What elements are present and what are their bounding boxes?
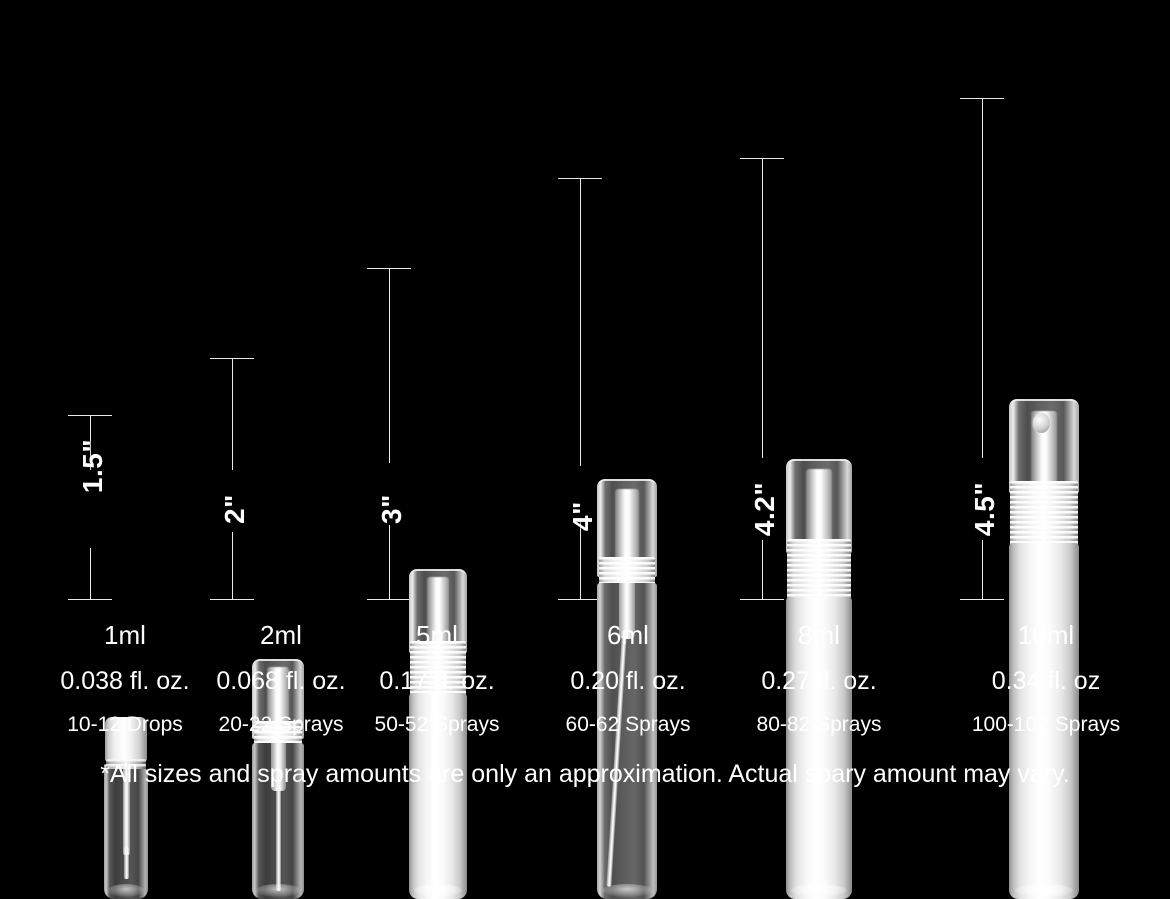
dimension-line-5ml	[367, 268, 411, 600]
fluid-ounce-label: 0.17 fl. oz.	[379, 667, 495, 695]
dimension-tick-bottom	[558, 599, 602, 600]
pump-stem-2ml	[271, 743, 286, 791]
dimension-label-5ml: 3"	[376, 494, 407, 524]
capacity-label: 60-62 Sprays	[565, 713, 691, 736]
bottle-8ml	[786, 459, 852, 899]
capacity-label: 50-52 Sprays	[374, 713, 500, 736]
dimension-label-10ml: 4.5"	[969, 481, 1000, 537]
fluid-ounce-label: 0.27 fl. oz.	[761, 667, 877, 695]
volume-label: 10ml	[1017, 620, 1075, 650]
dimension-label-gap	[579, 466, 582, 518]
dimension-label-gap	[89, 470, 92, 548]
dimension-tick-top	[740, 158, 784, 159]
dimension-label-8ml: 4.2"	[749, 481, 780, 537]
spray-nozzle-icon	[1033, 413, 1050, 433]
bottle-10ml	[1009, 399, 1079, 899]
pump-actuator-2ml	[267, 667, 289, 733]
bottle-1ml	[104, 717, 148, 899]
bottle-body-5ml	[409, 693, 467, 899]
applicator-tip-1ml	[124, 847, 129, 879]
capacity-label: 20-22 Sprays	[218, 713, 344, 736]
dimension-label-1ml: 1.5"	[77, 438, 108, 494]
bottle-body-8ml	[786, 597, 852, 899]
label-block-5ml: 5ml 0.17 fl. oz. 50-52 Sprays	[375, 620, 500, 737]
dimension-line-10ml	[960, 98, 1004, 600]
dimension-label-6ml: 4"	[567, 501, 598, 531]
fluid-ounce-label: 0.038 fl. oz.	[60, 667, 190, 695]
pump-actuator-5ml	[427, 577, 449, 649]
dimension-line-6ml	[558, 178, 602, 600]
dimension-tick-bottom	[740, 599, 784, 600]
bottle-5ml	[409, 569, 467, 899]
volume-label: 8ml	[798, 620, 840, 650]
bottle-6ml	[597, 479, 657, 899]
bottle-base-highlight	[1014, 884, 1074, 897]
volume-label: 5ml	[416, 620, 458, 650]
bottle-cap-1ml	[105, 717, 147, 761]
dimension-label-gap	[388, 463, 391, 525]
fluid-ounce-label: 0.068 fl. oz.	[216, 667, 346, 695]
bottle-base-highlight	[107, 884, 145, 897]
dimension-tick-top	[210, 358, 254, 359]
fluid-ounce-label: 0.20 fl. oz.	[570, 667, 686, 695]
dimension-tick-bottom	[367, 599, 411, 600]
capacity-label: 10-12 Drops	[67, 713, 183, 736]
label-block-10ml: 10ml 0.34 fl. oz 100-102 Sprays	[972, 620, 1120, 737]
dimension-line-8ml	[740, 158, 784, 600]
pump-actuator-8ml	[806, 469, 832, 547]
dip-tube-2ml	[276, 785, 281, 891]
bottle-collar-5ml	[410, 641, 466, 697]
capacity-label: 100-102 Sprays	[971, 713, 1121, 736]
pump-stem-6ml	[619, 583, 635, 639]
volume-label: 6ml	[607, 620, 649, 650]
bottle-base-highlight	[413, 884, 463, 897]
dimension-label-2ml: 2"	[219, 494, 250, 524]
label-block-8ml: 8ml 0.27 fl. oz. 80-82 Sprays	[757, 620, 882, 737]
dimension-tick-top	[367, 268, 411, 269]
capacity-label: 80-82 Sprays	[756, 713, 882, 736]
dimension-tick-top	[960, 98, 1004, 99]
dimension-tick-top	[68, 415, 112, 416]
bottle-2ml	[252, 659, 304, 899]
bottle-collar-10ml	[1010, 481, 1078, 547]
footnote-disclaimer: *All sizes and spray amounts are only an…	[100, 760, 1070, 788]
bottle-collar-8ml	[787, 539, 851, 601]
volume-label: 2ml	[260, 620, 302, 650]
label-block-6ml: 6ml 0.20 fl. oz. 60-62 Sprays	[566, 620, 691, 737]
bottle-collar-6ml	[599, 557, 655, 587]
dimension-label-gap	[761, 458, 764, 540]
bottle-base-highlight	[601, 884, 653, 897]
fluid-ounce-label: 0.34 fl. oz	[991, 667, 1101, 695]
volume-label: 1ml	[104, 620, 146, 650]
dimension-tick-top	[558, 178, 602, 179]
dimension-line-2ml	[210, 358, 254, 600]
dimension-tick-bottom	[210, 599, 254, 600]
bottle-collar-2ml	[254, 721, 302, 745]
dimension-label-gap	[231, 470, 234, 532]
dimension-label-gap	[981, 458, 984, 540]
bottle-base-highlight	[791, 884, 847, 897]
label-block-2ml: 2ml 0.068 fl. oz. 20-22 Sprays	[216, 620, 345, 737]
dimension-tick-bottom	[68, 599, 112, 600]
applicator-wand-1ml	[123, 763, 130, 855]
label-block-1ml: 1ml 0.038 fl. oz. 10-12 Drops	[60, 620, 189, 737]
dimension-tick-bottom	[960, 599, 1004, 600]
dimension-line-1ml	[68, 415, 112, 600]
bottle-body-10ml	[1009, 543, 1079, 899]
